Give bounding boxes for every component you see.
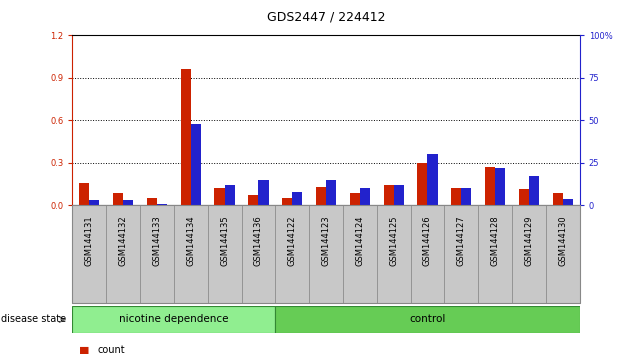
Bar: [241, 205, 275, 303]
Bar: [181, 69, 191, 205]
Bar: [384, 185, 394, 205]
Bar: [478, 205, 512, 303]
Bar: [553, 193, 563, 205]
Bar: [174, 205, 208, 303]
Bar: [79, 183, 89, 205]
Bar: [275, 306, 580, 333]
Bar: [224, 185, 235, 205]
Text: GSM144132: GSM144132: [118, 215, 128, 266]
Bar: [518, 189, 529, 205]
Bar: [485, 167, 495, 205]
Text: GSM144134: GSM144134: [186, 215, 195, 266]
Bar: [157, 204, 167, 205]
Text: ■: ■: [79, 346, 89, 354]
Bar: [417, 163, 427, 205]
Bar: [512, 205, 546, 303]
Bar: [411, 205, 444, 303]
Bar: [208, 205, 241, 303]
Bar: [377, 205, 411, 303]
Bar: [72, 205, 106, 303]
Text: GSM144135: GSM144135: [220, 215, 229, 266]
Bar: [214, 188, 224, 205]
Bar: [529, 176, 539, 205]
Bar: [123, 200, 134, 205]
Bar: [451, 188, 461, 205]
Text: GSM144136: GSM144136: [254, 215, 263, 266]
Bar: [461, 188, 471, 205]
Bar: [427, 154, 438, 205]
Text: GSM144126: GSM144126: [423, 215, 432, 266]
Text: GSM144129: GSM144129: [524, 215, 534, 266]
Text: GSM144127: GSM144127: [457, 215, 466, 266]
Bar: [72, 306, 275, 333]
Bar: [309, 205, 343, 303]
Bar: [495, 168, 505, 205]
Text: nicotine dependence: nicotine dependence: [119, 314, 229, 325]
Text: GSM144128: GSM144128: [491, 215, 500, 266]
Text: GSM144130: GSM144130: [558, 215, 567, 266]
Bar: [444, 205, 478, 303]
Bar: [275, 205, 309, 303]
Bar: [546, 205, 580, 303]
Text: GSM144123: GSM144123: [321, 215, 331, 266]
Bar: [282, 198, 292, 205]
Bar: [563, 199, 573, 205]
Bar: [89, 200, 100, 205]
Text: disease state: disease state: [1, 314, 66, 325]
Bar: [360, 188, 370, 205]
Text: count: count: [98, 346, 125, 354]
Bar: [343, 205, 377, 303]
Text: control: control: [410, 314, 445, 325]
Text: GSM144125: GSM144125: [389, 215, 398, 266]
Text: GSM144133: GSM144133: [152, 215, 161, 266]
Text: GSM144122: GSM144122: [288, 215, 297, 266]
Bar: [258, 180, 268, 205]
Bar: [106, 205, 140, 303]
Text: GSM144131: GSM144131: [85, 215, 94, 266]
Bar: [394, 185, 404, 205]
Bar: [113, 193, 123, 205]
Text: GDS2447 / 224412: GDS2447 / 224412: [266, 11, 386, 24]
Text: GSM144124: GSM144124: [355, 215, 364, 266]
Bar: [350, 193, 360, 205]
Bar: [248, 195, 258, 205]
Bar: [292, 192, 302, 205]
Bar: [140, 205, 174, 303]
Bar: [326, 180, 336, 205]
Bar: [316, 187, 326, 205]
Bar: [191, 124, 201, 205]
Bar: [147, 198, 157, 205]
